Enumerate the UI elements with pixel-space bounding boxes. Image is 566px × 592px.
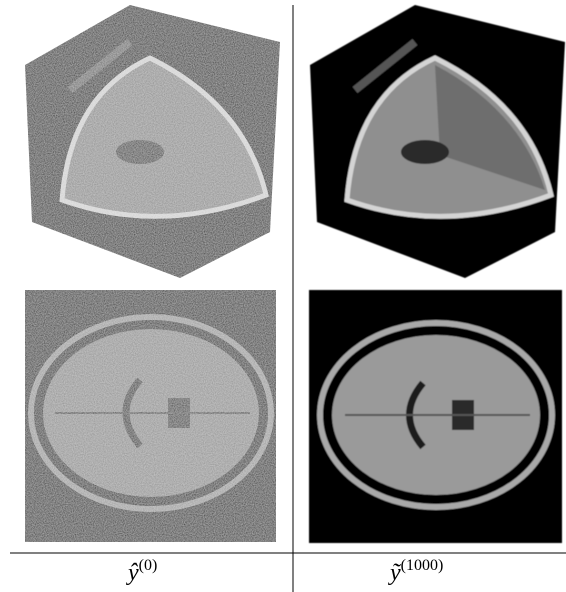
slice-noisy bbox=[25, 290, 276, 542]
caption-right: ỹ(1000) bbox=[388, 557, 443, 586]
caption-symbol: ŷ bbox=[126, 560, 139, 586]
caption-left: ŷ(0) bbox=[126, 557, 157, 586]
page: {"panels": [ {"label_base": "ŷ", "label_… bbox=[0, 0, 566, 592]
slice-denoised bbox=[309, 290, 562, 543]
caption-superscript: (1000) bbox=[401, 557, 444, 574]
figure: ŷ(0) ỹ(1000) bbox=[0, 0, 566, 592]
cube-denoised bbox=[310, 5, 565, 278]
cube-noisy bbox=[25, 5, 280, 278]
caption-superscript: (0) bbox=[139, 557, 158, 574]
